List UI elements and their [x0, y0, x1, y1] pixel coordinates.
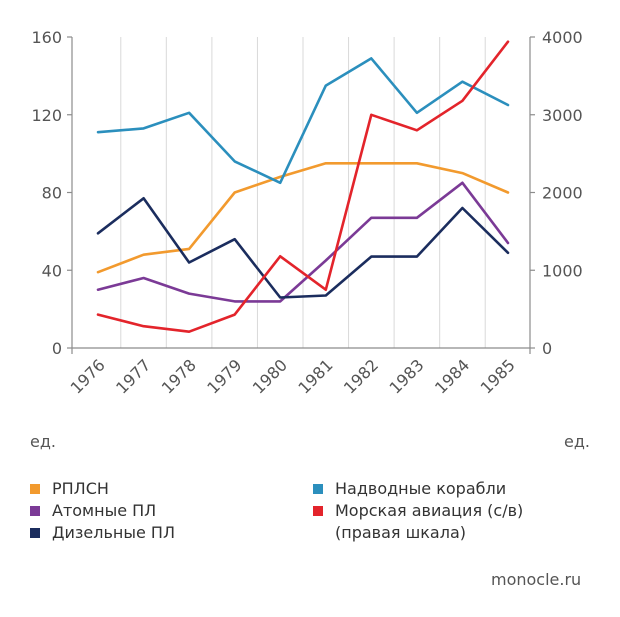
left-tick-label: 40 [42, 261, 62, 280]
series-line [96, 197, 510, 299]
series-line [96, 40, 510, 334]
left-axis-unit: ед. [30, 432, 56, 451]
x-tick-label: 1982 [340, 355, 382, 397]
legend-item-atomic-subs: Атомные ПЛ [30, 500, 156, 522]
x-tick-label: 1981 [294, 355, 336, 397]
left-tick-label: 80 [42, 184, 62, 203]
right-tick-label: 4000 [542, 28, 583, 47]
left-tick-label: 120 [31, 106, 62, 125]
series-line [96, 162, 510, 274]
series-line [96, 181, 510, 303]
right-tick-label: 1000 [542, 261, 583, 280]
x-tick-label: 1984 [431, 355, 473, 397]
left-tick-label: 160 [31, 28, 62, 47]
x-tick-label: 1976 [67, 355, 109, 397]
x-tick-label: 1977 [112, 355, 154, 397]
legend-label: Атомные ПЛ [52, 501, 157, 520]
legend-item-diesel-subs: Дизельные ПЛ [30, 522, 175, 544]
plot-area: 0 40 80 120 160 0 1000 2000 3000 4000 1976 1977 1978… [31, 28, 583, 398]
right-axis-unit: ед. [564, 432, 590, 451]
source-credit: monocle.ru [491, 570, 582, 589]
x-tick-label: 1985 [477, 355, 519, 397]
legend-label: Надводные корабли [335, 479, 507, 498]
x-tick-label: 1983 [385, 355, 427, 397]
x-tick-label: 1980 [249, 355, 291, 397]
right-tick-label: 0 [542, 339, 552, 358]
legend-item-naval-aviation: Морская авиация (с/в) (правая шкала) [313, 500, 523, 544]
legend-label: Морская авиация (с/в) (правая шкала) [335, 501, 524, 542]
left-tick-label: 0 [52, 339, 62, 358]
legend-item-rplsn: РПЛСН [30, 478, 109, 500]
legend-label: РПЛСН [52, 479, 109, 498]
legend-swatch [30, 484, 40, 494]
right-tick-label: 2000 [542, 184, 583, 203]
legend-swatch [30, 506, 40, 516]
legend-label: Дизельные ПЛ [52, 523, 175, 542]
legend-swatch [30, 528, 40, 538]
right-tick-label: 3000 [542, 106, 583, 125]
legend-swatch [313, 506, 323, 516]
x-tick-label: 1978 [158, 355, 200, 397]
legend-item-surface-ships: Надводные корабли [313, 478, 506, 500]
x-tick-label: 1979 [203, 355, 245, 397]
series-line [96, 57, 510, 185]
legend-swatch [313, 484, 323, 494]
